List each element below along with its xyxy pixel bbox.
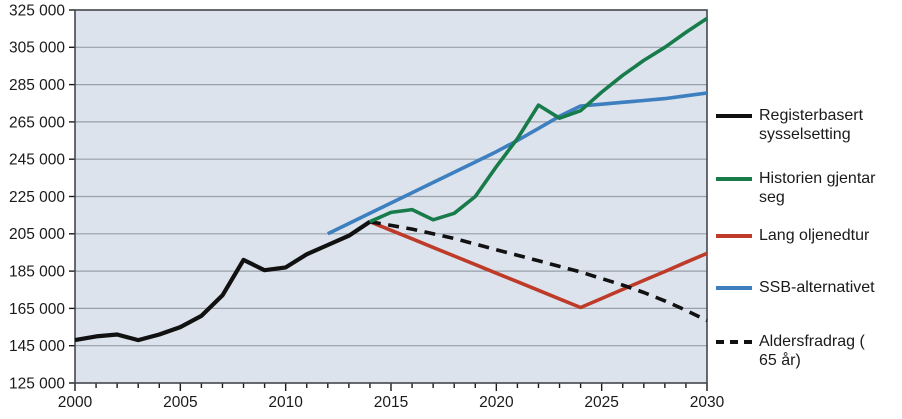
x-tick-label: 2030 (690, 394, 725, 411)
y-tick-label: 125 000 (9, 375, 65, 392)
legend-label: Registerbasert sysselsetting (759, 107, 864, 143)
legend-swatch-green-line (716, 177, 752, 181)
x-tick-label: 2020 (479, 394, 514, 411)
series-1 (369, 16, 708, 224)
series-2 (369, 220, 708, 310)
y-tick-label: 205 000 (9, 226, 65, 243)
x-tick-label: 2005 (163, 394, 197, 411)
legend-label: Aldersfradrag ( 65 år) (759, 333, 865, 369)
x-tick-label: 2025 (584, 394, 618, 411)
legend-label: Historien gjentar seg (759, 170, 876, 206)
gridlines (75, 46, 707, 347)
y-tick-label: 285 000 (9, 77, 65, 94)
x-axis: 2000 2005 2010 2015 2020 2025 2030 (58, 383, 725, 411)
legend-item-oljenedtur: Lang oljenedtur (716, 226, 885, 245)
y-axis: 125 000 145 000 165 000 185 000 205 000 225 0… (9, 2, 75, 392)
y-tick-label: 305 000 (9, 40, 65, 57)
plot-border (74, 9, 708, 384)
x-tick-label: 2000 (58, 394, 93, 411)
x-tick-label: 2010 (268, 394, 303, 411)
y-tick-label: 225 000 (9, 189, 65, 206)
legend-swatch-blue-line (716, 286, 752, 290)
y-tick-label: 185 000 (9, 264, 65, 281)
y-tick-label: 165 000 (9, 301, 65, 318)
legend-label: Lang oljenedtur (759, 227, 870, 244)
legend-label: SSB-alternativet (759, 279, 875, 296)
y-tick-label: 145 000 (9, 338, 65, 355)
legend-swatch-red-line (716, 234, 752, 238)
legend-item-ssb: SSB-alternativet (716, 278, 885, 297)
y-tick-label: 265 000 (9, 114, 65, 131)
x-tick-label: 2015 (374, 394, 408, 411)
legend-swatch-black-line (716, 114, 752, 118)
series-0 (74, 219, 372, 343)
legend-item-historien: Historien gjentar seg (716, 169, 885, 207)
series-4 (369, 219, 708, 323)
legend-item-registerbasert: Registerbasert sysselsetting (716, 106, 885, 144)
y-tick-label: 245 000 (9, 152, 65, 169)
legend-swatch-dashed-line (716, 340, 752, 344)
legend-item-aldersfradrag: Aldersfradrag ( 65 år) (716, 332, 885, 370)
chart-legend: Registerbasert sysselsetting Historien g… (716, 0, 902, 419)
y-tick-label: 325 000 (9, 2, 65, 19)
